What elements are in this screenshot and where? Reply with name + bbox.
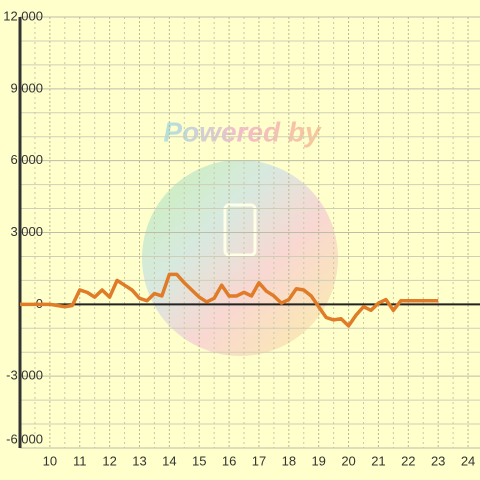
x-tick-label: 17 [252, 453, 266, 468]
x-tick-label: 12 [102, 453, 116, 468]
x-tick-label: 20 [341, 453, 355, 468]
x-tick-label: 11 [73, 453, 87, 468]
x-tick-label: 19 [311, 453, 325, 468]
y-tick-label: -3,000 [6, 368, 43, 383]
x-tick-label: 10 [43, 453, 57, 468]
x-tick-label: 13 [132, 453, 146, 468]
y-tick-label: 12,000 [3, 8, 43, 23]
x-tick-label: 21 [371, 453, 385, 468]
y-tick-label: 3,000 [10, 224, 43, 239]
x-tick-label: 22 [401, 453, 415, 468]
x-tick-label: 16 [222, 453, 236, 468]
watermark-text: Powered by [163, 116, 322, 147]
watermark-logo [142, 160, 338, 356]
watermark-circle [142, 160, 338, 356]
y-tick-label: -6,000 [6, 431, 43, 446]
x-tick-label: 15 [192, 453, 206, 468]
x-tick-label: 23 [431, 453, 445, 468]
x-tick-label: 18 [282, 453, 296, 468]
y-tick-label: 6,000 [10, 152, 43, 167]
y-tick-label: 9,000 [10, 80, 43, 95]
watermark-icon [223, 203, 257, 257]
x-tick-label: 14 [162, 453, 176, 468]
data-line [20, 272, 439, 328]
x-tick-label: 24 [461, 453, 475, 468]
